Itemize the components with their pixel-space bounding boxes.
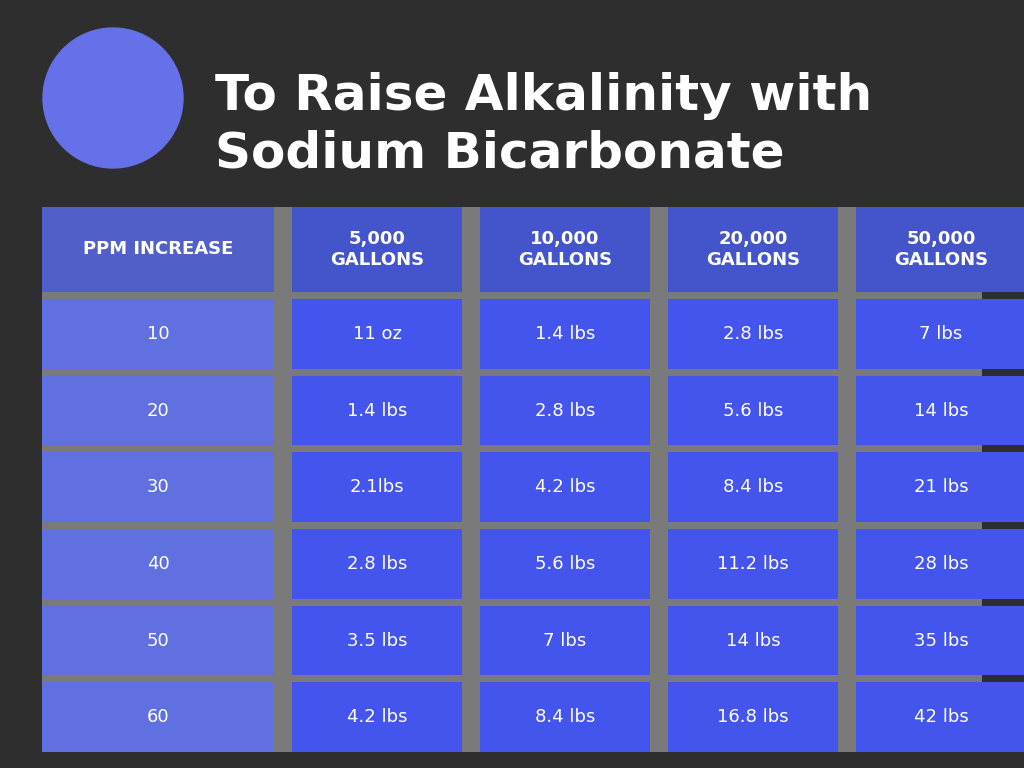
Text: 50,000
GALLONS: 50,000 GALLONS — [894, 230, 988, 269]
FancyBboxPatch shape — [292, 529, 462, 599]
Text: 20: 20 — [146, 402, 169, 419]
Text: 4.2 lbs: 4.2 lbs — [347, 708, 408, 727]
Text: 5,000
GALLONS: 5,000 GALLONS — [330, 230, 424, 269]
Text: 5.6 lbs: 5.6 lbs — [535, 554, 595, 573]
FancyBboxPatch shape — [42, 606, 274, 675]
FancyBboxPatch shape — [42, 207, 274, 292]
FancyBboxPatch shape — [292, 207, 462, 292]
FancyBboxPatch shape — [668, 376, 838, 445]
FancyBboxPatch shape — [480, 529, 650, 599]
Text: 28 lbs: 28 lbs — [913, 554, 969, 573]
Text: 2.8 lbs: 2.8 lbs — [347, 554, 408, 573]
Text: 10: 10 — [146, 325, 169, 343]
FancyBboxPatch shape — [668, 606, 838, 675]
FancyBboxPatch shape — [42, 207, 982, 752]
Text: 50: 50 — [146, 631, 169, 650]
FancyBboxPatch shape — [480, 376, 650, 445]
Text: 30: 30 — [146, 478, 169, 496]
FancyBboxPatch shape — [856, 376, 1024, 445]
FancyBboxPatch shape — [856, 299, 1024, 369]
Circle shape — [43, 28, 183, 168]
Text: 1.4 lbs: 1.4 lbs — [535, 325, 595, 343]
Text: 21 lbs: 21 lbs — [913, 478, 969, 496]
FancyBboxPatch shape — [480, 207, 650, 292]
FancyBboxPatch shape — [292, 682, 462, 752]
Text: 16.8 lbs: 16.8 lbs — [717, 708, 788, 727]
Text: 8.4 lbs: 8.4 lbs — [535, 708, 595, 727]
Text: 11 oz: 11 oz — [352, 325, 401, 343]
Text: 2.1lbs: 2.1lbs — [349, 478, 404, 496]
FancyBboxPatch shape — [42, 299, 274, 369]
Text: 2.8 lbs: 2.8 lbs — [535, 402, 595, 419]
FancyBboxPatch shape — [292, 299, 462, 369]
Text: 60: 60 — [146, 708, 169, 727]
FancyBboxPatch shape — [668, 299, 838, 369]
FancyBboxPatch shape — [668, 207, 838, 292]
Text: 14 lbs: 14 lbs — [726, 631, 780, 650]
Text: 42 lbs: 42 lbs — [913, 708, 969, 727]
Text: 14 lbs: 14 lbs — [913, 402, 969, 419]
FancyBboxPatch shape — [480, 682, 650, 752]
Text: To Raise Alkalinity with: To Raise Alkalinity with — [215, 72, 872, 120]
FancyBboxPatch shape — [0, 0, 1024, 196]
FancyBboxPatch shape — [480, 606, 650, 675]
FancyBboxPatch shape — [856, 452, 1024, 522]
FancyBboxPatch shape — [292, 606, 462, 675]
FancyBboxPatch shape — [856, 682, 1024, 752]
FancyBboxPatch shape — [856, 207, 1024, 292]
FancyBboxPatch shape — [42, 452, 274, 522]
Text: 40: 40 — [146, 554, 169, 573]
Text: 11.2 lbs: 11.2 lbs — [717, 554, 788, 573]
FancyBboxPatch shape — [42, 529, 274, 599]
Text: 2.8 lbs: 2.8 lbs — [723, 325, 783, 343]
FancyBboxPatch shape — [480, 299, 650, 369]
Text: PPM INCREASE: PPM INCREASE — [83, 240, 233, 259]
Text: 4.2 lbs: 4.2 lbs — [535, 478, 595, 496]
Text: 10,000
GALLONS: 10,000 GALLONS — [518, 230, 612, 269]
FancyBboxPatch shape — [668, 682, 838, 752]
Text: 7 lbs: 7 lbs — [920, 325, 963, 343]
FancyBboxPatch shape — [42, 682, 274, 752]
FancyBboxPatch shape — [668, 529, 838, 599]
Text: 1.4 lbs: 1.4 lbs — [347, 402, 408, 419]
Text: 20,000
GALLONS: 20,000 GALLONS — [706, 230, 800, 269]
Text: 3.5 lbs: 3.5 lbs — [347, 631, 408, 650]
Text: 35 lbs: 35 lbs — [913, 631, 969, 650]
Text: 7 lbs: 7 lbs — [544, 631, 587, 650]
FancyBboxPatch shape — [480, 452, 650, 522]
FancyBboxPatch shape — [668, 452, 838, 522]
FancyBboxPatch shape — [42, 376, 274, 445]
FancyBboxPatch shape — [856, 529, 1024, 599]
FancyBboxPatch shape — [292, 376, 462, 445]
FancyBboxPatch shape — [856, 606, 1024, 675]
Text: 5.6 lbs: 5.6 lbs — [723, 402, 783, 419]
Text: 8.4 lbs: 8.4 lbs — [723, 478, 783, 496]
FancyBboxPatch shape — [292, 452, 462, 522]
Text: Sodium Bicarbonate: Sodium Bicarbonate — [215, 130, 784, 178]
